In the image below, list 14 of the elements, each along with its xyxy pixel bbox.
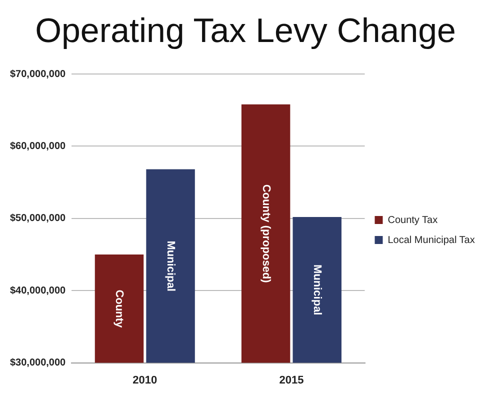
y-tick-label: $70,000,000	[10, 68, 66, 80]
legend-label: County Tax	[388, 214, 438, 226]
y-tick-label: $60,000,000	[10, 140, 66, 152]
y-tick-label: $50,000,000	[10, 213, 66, 224]
chart-title: Operating Tax Levy Change	[34, 10, 457, 52]
x-tick-label: 2015	[279, 374, 304, 386]
annotation: Municipal	[311, 264, 324, 316]
legend-label: Local Municipal Tax	[388, 234, 475, 246]
y-tick-label: $30,000,000	[10, 358, 66, 369]
annotation: County (proposed)	[260, 184, 272, 284]
x-tick-label: 2010	[132, 374, 158, 386]
annotation: Municipal	[164, 240, 177, 292]
annotation: County	[113, 290, 126, 328]
y-tick-label: $40,000,000	[10, 285, 66, 296]
